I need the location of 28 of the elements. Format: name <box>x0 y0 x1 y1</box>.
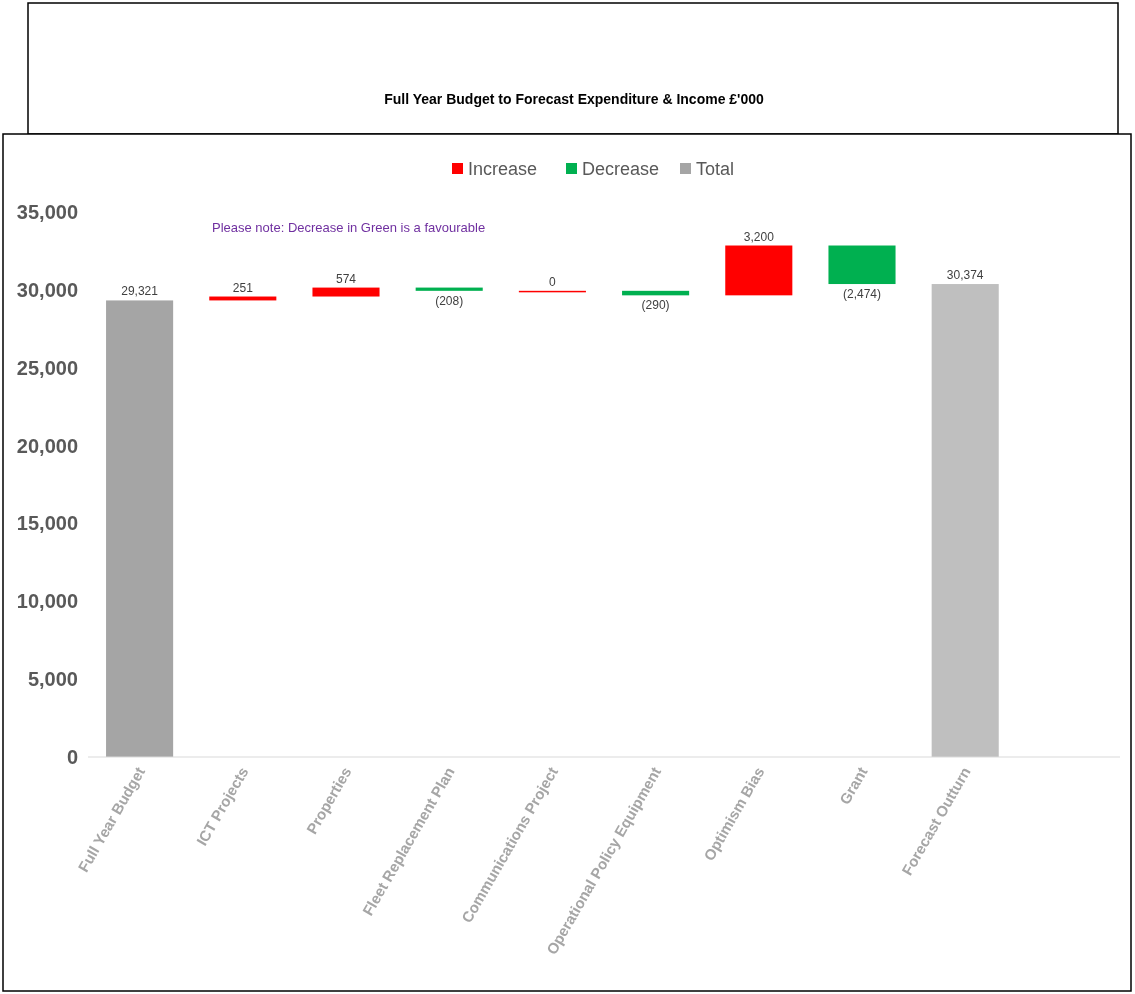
bar <box>415 287 483 291</box>
data-label: (2,474) <box>842 287 882 302</box>
y-tick-label: 15,000 <box>16 512 78 535</box>
legend-label: Total <box>696 159 735 180</box>
annotation: Please note: Decrease in Green is a favourable <box>212 220 486 235</box>
data-label: 251 <box>232 280 254 295</box>
y-tick-label: 30,000 <box>16 278 78 301</box>
bar <box>312 287 380 297</box>
data-label: 574 <box>335 271 357 286</box>
y-tick-label: 35,000 <box>16 201 78 223</box>
bar <box>828 245 896 285</box>
y-tick-label: 25,000 <box>16 356 78 379</box>
y-tick-label: 20,000 <box>16 434 78 457</box>
data-label: 30,374 <box>946 268 984 283</box>
legend-label: Increase <box>468 159 538 180</box>
bar <box>725 245 793 296</box>
data-label: 0 <box>549 274 557 289</box>
chart-title: Full Year Budget to Forecast Expenditure & Income £'000 <box>384 91 765 107</box>
data-label: 29,321 <box>121 284 159 299</box>
data-label: (208) <box>435 293 464 308</box>
legend-label: Decrease <box>582 159 660 180</box>
bar <box>931 284 999 757</box>
y-tick-label: 0 <box>66 746 78 768</box>
data-label: (290) <box>641 298 670 313</box>
data-label: 3,200 <box>743 229 775 244</box>
y-tick-label: 5,000 <box>27 668 78 691</box>
y-tick-label: 10,000 <box>16 590 78 613</box>
bar <box>106 300 174 757</box>
